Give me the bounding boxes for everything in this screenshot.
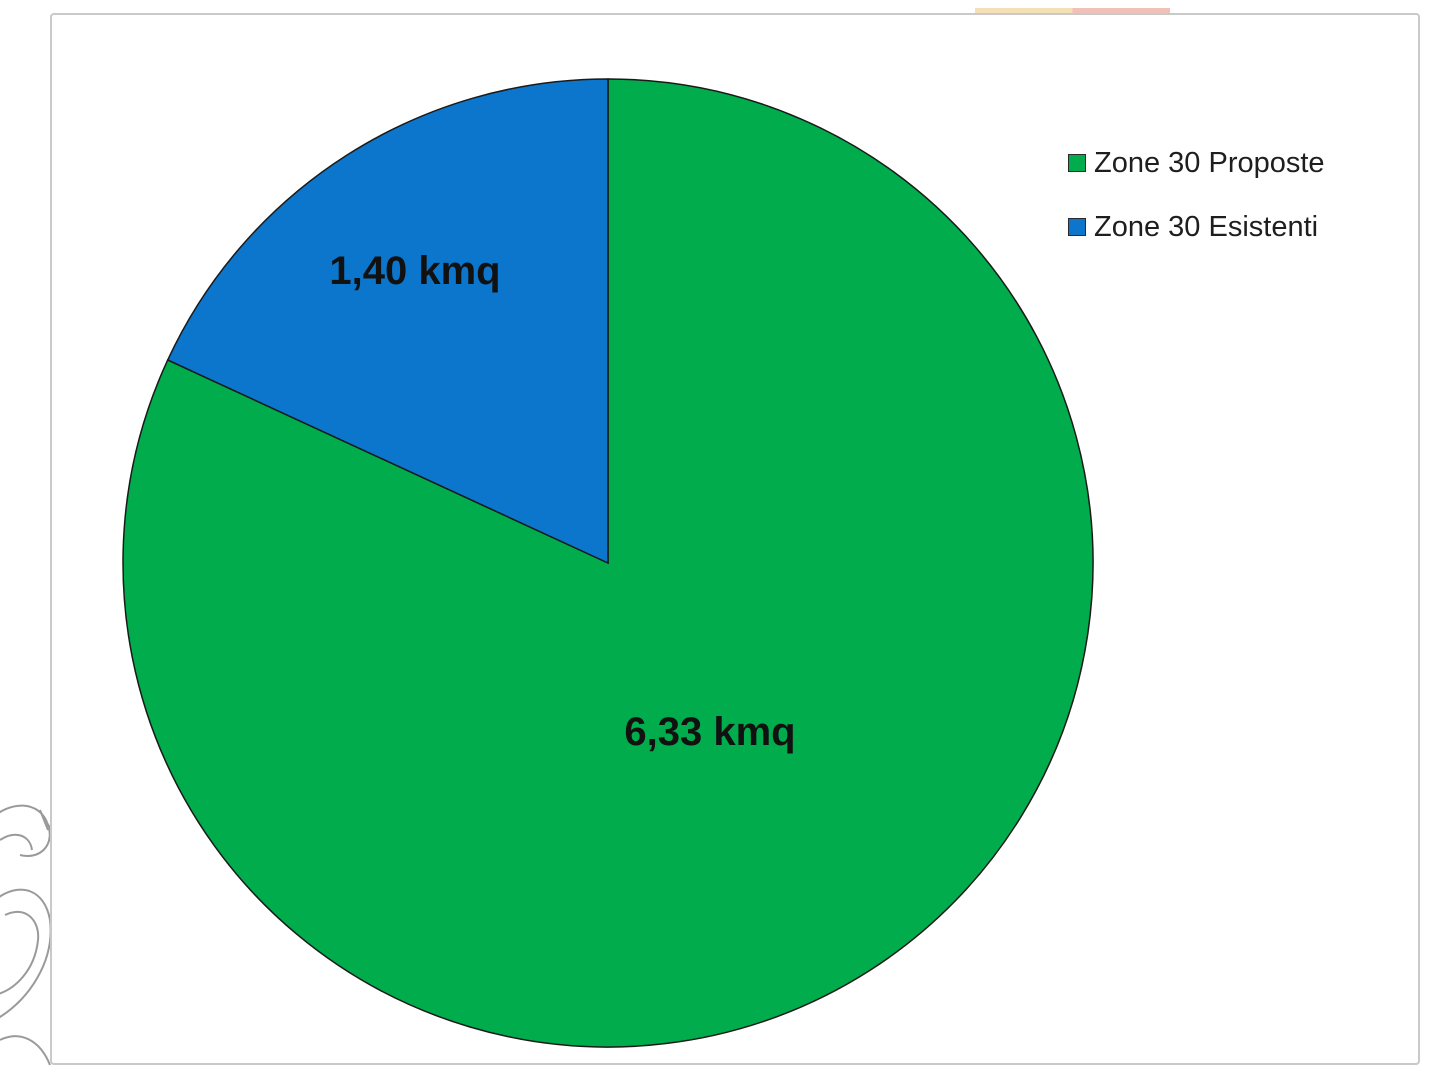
- legend-label-esistenti: Zone 30 Esistenti: [1094, 210, 1319, 243]
- crest-watermark: [0, 790, 60, 1072]
- legend-label-proposte: Zone 30 Proposte: [1094, 146, 1325, 179]
- legend-swatch-esistenti: [1068, 218, 1086, 236]
- legend: Zone 30 Proposte Zone 30 Esistenti: [1068, 145, 1398, 273]
- legend-swatch-proposte: [1068, 154, 1086, 172]
- pie-label-proposte: 6,33 kmq: [624, 710, 795, 754]
- pie-label-esistenti: 1,40 kmq: [329, 249, 500, 293]
- pie-slice-esistenti: [166, 78, 609, 565]
- top-decorative-strip: [975, 8, 1170, 15]
- legend-item-esistenti: Zone 30 Esistenti: [1068, 209, 1398, 245]
- legend-item-proposte: Zone 30 Proposte: [1068, 145, 1398, 181]
